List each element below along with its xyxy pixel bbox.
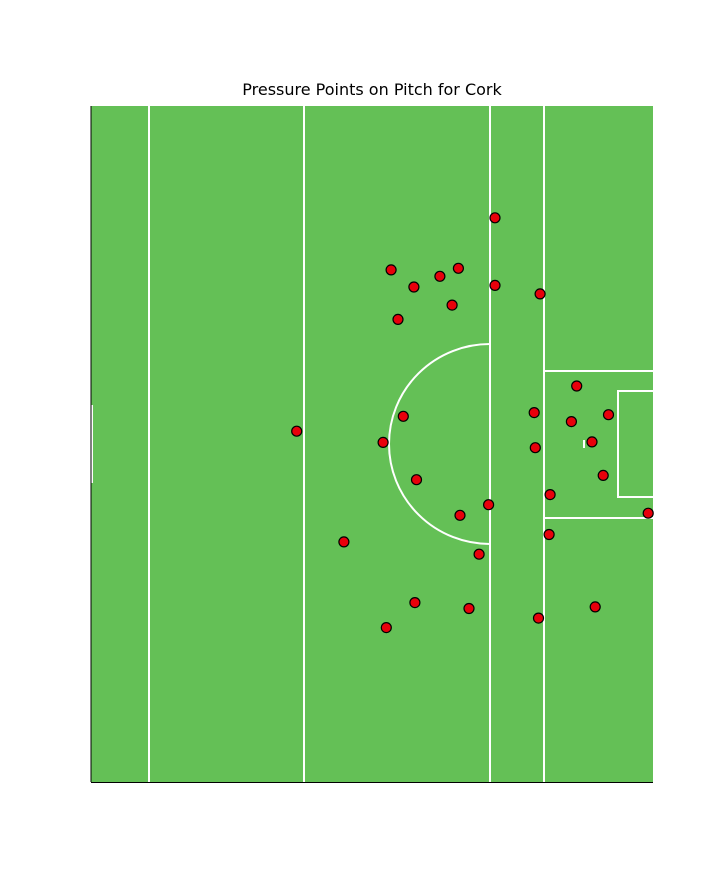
pressure-point-28 <box>409 596 421 609</box>
pressure-point-1 <box>489 212 501 224</box>
axes-frame <box>90 106 653 783</box>
pressure-point-30 <box>589 601 601 613</box>
pressure-point-27 <box>473 548 485 560</box>
chart-title: Pressure Points on Pitch for Cork <box>242 80 502 99</box>
pressure-point-14 <box>397 410 409 422</box>
pressure-point-18 <box>529 442 541 454</box>
pitch-markings <box>91 106 655 782</box>
pitch-surface <box>91 106 653 782</box>
pressure-point-2 <box>452 262 464 274</box>
pressure-point-11 <box>528 407 540 419</box>
scatter-points <box>291 212 654 634</box>
pressure-point-4 <box>385 264 397 276</box>
pressure-point-15 <box>291 425 303 437</box>
pressure-point-13 <box>565 416 578 428</box>
pressure-point-19 <box>597 469 609 481</box>
pressure-point-9 <box>392 313 404 325</box>
pressure-point-17 <box>586 436 598 448</box>
pressure-point-5 <box>408 281 420 293</box>
pressure-point-8 <box>446 299 458 311</box>
pressure-point-26 <box>543 528 555 541</box>
pressure-point-6 <box>489 279 501 291</box>
pressure-point-16 <box>377 436 389 448</box>
pressure-point-20 <box>410 474 423 486</box>
arc-40m <box>388 343 491 545</box>
pressure-point-10 <box>571 380 583 392</box>
pressure-point-31 <box>532 612 545 624</box>
pressure-point-21 <box>544 489 556 501</box>
small-rectangle <box>617 390 655 498</box>
pressure-point-12 <box>602 409 615 421</box>
pressure-point-3 <box>434 270 446 282</box>
pressure-point-22 <box>483 499 495 511</box>
pressure-point-24 <box>642 507 654 519</box>
pressure-point-23 <box>454 509 466 521</box>
pressure-point-25 <box>338 536 350 548</box>
pressure-point-29 <box>463 602 475 615</box>
pressure-point-32 <box>380 621 392 634</box>
pressure-point-7 <box>534 288 546 300</box>
